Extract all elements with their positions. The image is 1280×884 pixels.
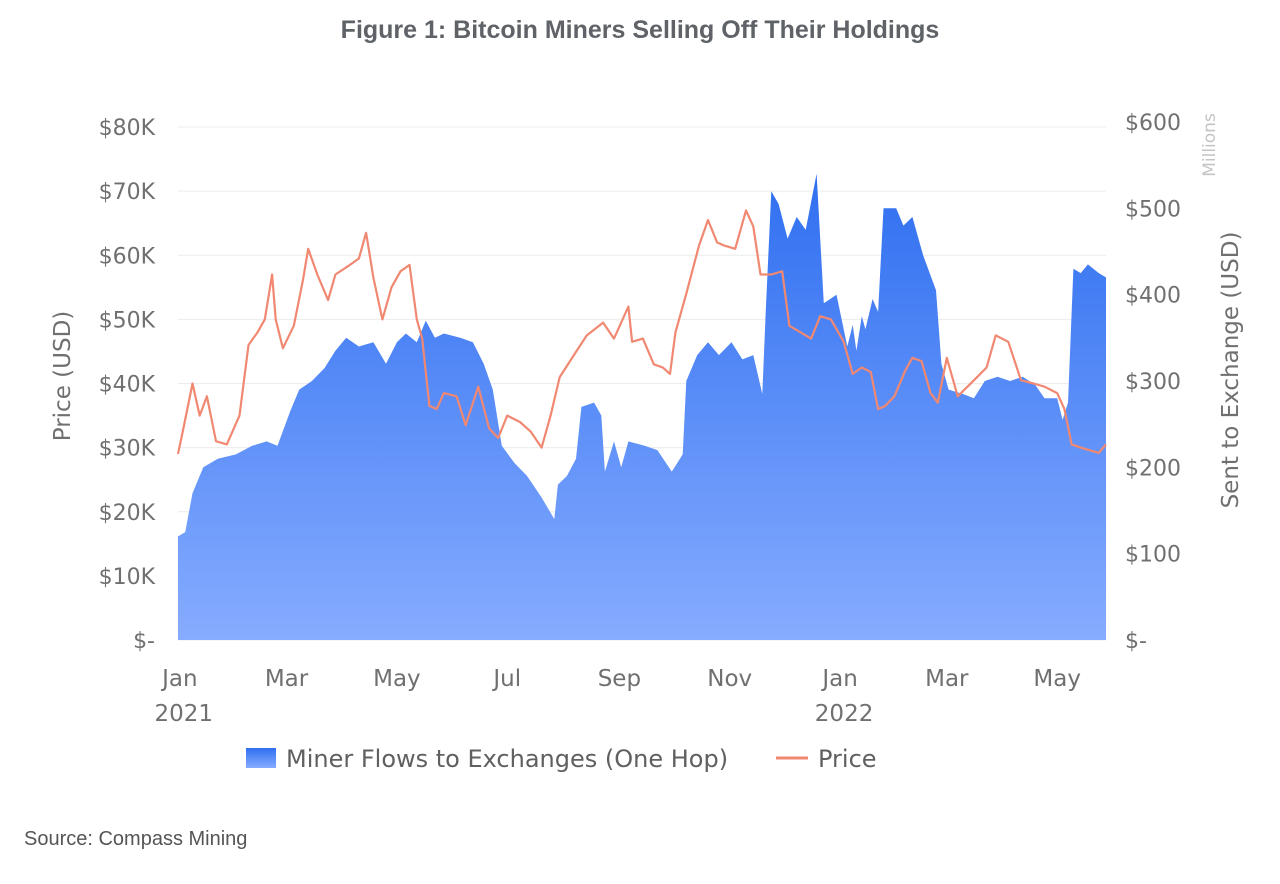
area-series-layer xyxy=(178,173,1106,641)
x-tick-label-5: Nov xyxy=(707,666,752,692)
left-tick-label-6: $60K xyxy=(99,244,156,269)
legend-swatch-flows xyxy=(246,748,276,768)
right-tick-label-5: $500 xyxy=(1125,197,1181,222)
price-line-layer xyxy=(176,209,1107,455)
right-tick-label-4: $400 xyxy=(1125,284,1181,309)
x-axis-ticks: Jan 2021 Mar May Jul Sep Nov Jan 2022 Mar May xyxy=(155,666,1081,727)
legend-label-flows: Miner Flows to Exchanges (One Hop) xyxy=(286,745,728,773)
left-tick-label-7: $70K xyxy=(99,180,156,205)
left-axis-label: Price (USD) xyxy=(50,311,76,442)
left-tick-label-0: $- xyxy=(133,629,155,654)
x-tick-label-4: Sep xyxy=(598,666,641,692)
left-tick-label-1: $10K xyxy=(99,565,156,590)
x-tick-label-3: Jul xyxy=(491,666,521,692)
series-price-line xyxy=(176,209,1107,455)
right-axis-label: Sent to Exchange (USD) xyxy=(1218,232,1244,509)
x-tick-label-2: May xyxy=(373,666,421,692)
left-tick-label-5: $50K xyxy=(99,308,156,333)
left-tick-label-3: $30K xyxy=(99,437,156,462)
x-tick-label-1: Mar xyxy=(265,666,309,692)
x-tick-year-6: 2022 xyxy=(815,701,874,727)
x-tick-label-7: Mar xyxy=(925,666,969,692)
right-tick-label-3: $300 xyxy=(1125,370,1181,395)
x-tick-label-8: May xyxy=(1033,666,1081,692)
left-tick-label-4: $40K xyxy=(99,373,156,398)
left-axis-ticks: $- $10K $20K $30K $40K $50K $60K $70K $80K xyxy=(99,116,156,654)
right-tick-label-0: $- xyxy=(1125,629,1147,654)
left-tick-label-2: $20K xyxy=(99,501,156,526)
series-miner-flows-area xyxy=(178,173,1106,641)
legend-label-price: Price xyxy=(818,745,877,773)
right-tick-label-2: $200 xyxy=(1125,456,1181,481)
right-axis-ticks: $- $100 $200 $300 $400 $500 $600 xyxy=(1125,111,1181,654)
x-tick-year-0: 2021 xyxy=(155,701,214,727)
legend: Miner Flows to Exchanges (One Hop) Price xyxy=(246,745,877,773)
x-tick-label-0: Jan xyxy=(160,666,197,692)
left-tick-label-8: $80K xyxy=(99,116,156,141)
source-note: Source: Compass Mining xyxy=(24,828,248,850)
x-tick-label-6: Jan xyxy=(820,666,857,692)
figure-title: Figure 1: Bitcoin Miners Selling Off The… xyxy=(340,16,940,44)
right-tick-label-6: $600 xyxy=(1125,111,1181,136)
right-axis-unit: Millions xyxy=(1200,113,1220,177)
right-tick-label-1: $100 xyxy=(1125,543,1181,568)
